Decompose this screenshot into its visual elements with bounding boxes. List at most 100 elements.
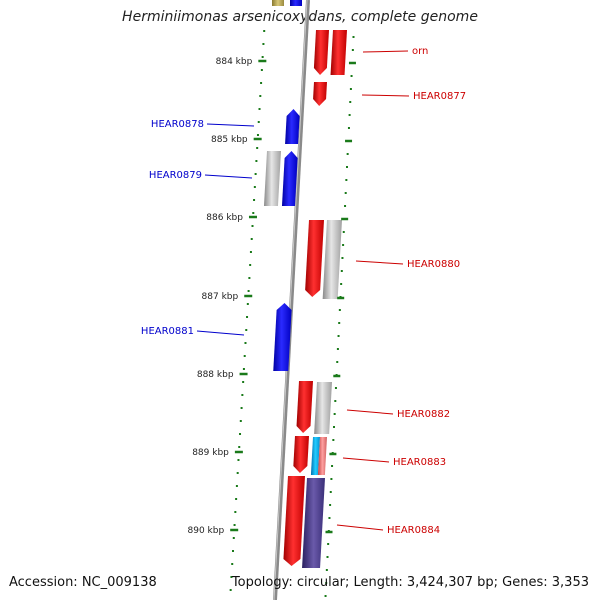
- scale-dot: [328, 517, 331, 519]
- gene-feature-orn-partner[interactable]: [330, 30, 347, 75]
- feature-top-blue: [290, 0, 302, 6]
- gene-label-hear0881[interactable]: HEAR0881: [141, 326, 194, 337]
- label-leader-line: [342, 457, 390, 463]
- gene-feature-hear0882[interactable]: [296, 381, 313, 433]
- gene-feature-hear0884[interactable]: [283, 476, 305, 566]
- scale-dot: [340, 283, 343, 285]
- scale-tick-label: 889 kbp: [192, 448, 229, 458]
- gene-feature-hear0879[interactable]: [281, 151, 298, 206]
- gene-labels: orn HEAR0877 HEAR0878 HEAR0879 HEAR0880 HEAR0…: [141, 46, 466, 536]
- scale-dot: [258, 108, 261, 110]
- gene-feature-orn[interactable]: [313, 30, 329, 75]
- scale-dot: [334, 400, 337, 402]
- scale-dot: [262, 43, 265, 45]
- scale-dot: [329, 504, 332, 506]
- scale-tick-label: 886 kbp: [206, 213, 243, 223]
- scale-dot: [240, 407, 243, 409]
- scale-dot: [250, 238, 253, 240]
- label-leader-line: [336, 524, 384, 531]
- scale-dot: [239, 433, 242, 435]
- scale-dot: [352, 36, 355, 38]
- scale-dot: [245, 329, 248, 331]
- scale-dot: [337, 335, 340, 337]
- scale-dot: [340, 270, 343, 272]
- scale-dot: [345, 179, 348, 181]
- scale-tick-label: 888 kbp: [197, 370, 234, 380]
- scale-dot: [348, 114, 351, 116]
- label-leader-line: [361, 94, 410, 97]
- scale-dot: [255, 160, 258, 162]
- scale-dot: [342, 231, 345, 233]
- scale-dot: [252, 212, 255, 214]
- gene-label-hear0884[interactable]: HEAR0884: [387, 525, 440, 536]
- gene-feature-gray-879[interactable]: [263, 151, 281, 206]
- gene-features: [263, 30, 347, 568]
- label-leader-line: [196, 330, 245, 336]
- label-leader-line: [346, 409, 394, 415]
- label-leader-line: [355, 260, 404, 265]
- gene-label-orn[interactable]: orn: [412, 46, 428, 57]
- topology-text: Topology: circular; Length: 3,424,307 bp…: [231, 575, 589, 590]
- scale-dot: [331, 465, 334, 467]
- scale-dot: [260, 82, 263, 84]
- scale-dot: [253, 199, 256, 201]
- scale-dot: [230, 576, 233, 578]
- gene-feature-hear0877[interactable]: [313, 82, 327, 106]
- gene-feature-purple-884[interactable]: [302, 478, 325, 568]
- scale-dot: [336, 361, 339, 363]
- scale-dot: [254, 173, 257, 175]
- scale-dot: [257, 121, 260, 123]
- scale-dot: [235, 485, 238, 487]
- scale-dot: [241, 394, 244, 396]
- scale-dot: [326, 556, 329, 558]
- scale-dot: [327, 543, 330, 545]
- label-leader-line: [204, 174, 253, 179]
- label-leader-line: [206, 123, 255, 127]
- scale-dot: [235, 498, 238, 500]
- scale-dot: [346, 166, 348, 168]
- gene-feature-cyan-883[interactable]: [310, 437, 320, 475]
- scale-dot: [338, 309, 341, 311]
- scale-dot: [341, 257, 344, 259]
- scale-dot: [263, 30, 266, 32]
- gene-feature-pink-883[interactable]: [317, 437, 327, 475]
- scale-dot: [256, 134, 259, 136]
- gene-label-hear0880[interactable]: HEAR0880: [407, 259, 460, 270]
- scale-dot: [334, 387, 337, 389]
- gene-feature-hear0878[interactable]: [285, 109, 300, 144]
- gene-feature-hear0883[interactable]: [293, 436, 309, 473]
- scale-dot: [246, 316, 249, 318]
- scale-dot: [325, 582, 328, 584]
- gene-label-hear0877[interactable]: HEAR0877: [413, 91, 466, 102]
- scale-dot: [242, 381, 245, 383]
- scale-ticks: 884 kbp 885 kbp 886 kbp 887 kbp 888 kbp 889 k…: [188, 57, 356, 536]
- scale-dot: [244, 342, 247, 344]
- gene-feature-hear0881[interactable]: [273, 303, 292, 371]
- scale-dot: [237, 459, 240, 461]
- scale-dot: [243, 355, 246, 357]
- gene-label-hear0882[interactable]: HEAR0882: [397, 409, 450, 420]
- scale-dot: [349, 88, 352, 90]
- gene-feature-gray-882[interactable]: [314, 382, 332, 434]
- scale-dot: [351, 49, 354, 51]
- scale-dot: [336, 348, 339, 350]
- scale-dot: [236, 472, 239, 474]
- gene-feature-gray-880[interactable]: [322, 220, 342, 299]
- scale-dot: [232, 550, 234, 552]
- scale-dot: [344, 205, 347, 207]
- scale-dot: [247, 290, 250, 292]
- gene-feature-hear0880[interactable]: [305, 220, 324, 297]
- gene-label-hear0879[interactable]: HEAR0879: [149, 170, 202, 181]
- scale-dot: [261, 56, 264, 58]
- gene-label-hear0883[interactable]: HEAR0883: [393, 457, 446, 468]
- scale-dot: [229, 589, 232, 591]
- scale-dot: [347, 127, 350, 129]
- scale-dot: [260, 69, 263, 71]
- scale-tick-label: 885 kbp: [211, 135, 248, 145]
- map-title: Herminiimonas arsenicoxydans, complete g…: [122, 9, 478, 25]
- scale-dot: [344, 192, 347, 194]
- scale-dot: [232, 537, 235, 539]
- scale-dot: [242, 368, 245, 370]
- gene-label-hear0878[interactable]: HEAR0878: [151, 119, 204, 130]
